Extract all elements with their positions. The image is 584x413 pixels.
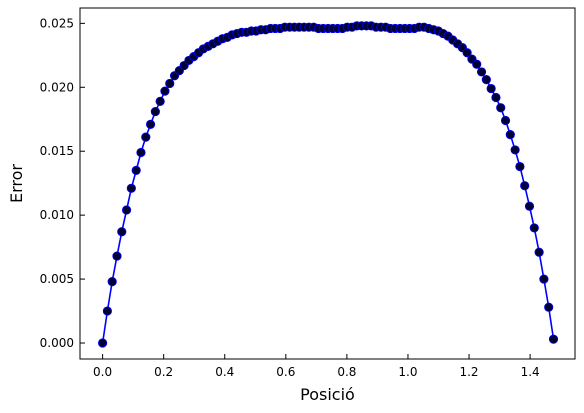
data-point xyxy=(505,129,515,140)
data-point xyxy=(524,201,535,211)
x-tick-label: 0.0 xyxy=(93,365,112,379)
x-tick-label: 1.0 xyxy=(398,365,417,379)
data-point xyxy=(150,106,160,117)
data-point xyxy=(544,302,554,312)
data-point xyxy=(548,334,559,344)
y-tick-label: 0.005 xyxy=(40,272,74,286)
data-point xyxy=(500,115,511,126)
data-point xyxy=(496,103,506,113)
x-tick-label: 1.4 xyxy=(521,365,540,379)
data-point xyxy=(529,223,539,233)
data-point xyxy=(155,96,165,106)
data-point xyxy=(462,48,472,58)
data-point xyxy=(136,147,146,158)
data-point xyxy=(481,75,491,85)
y-tick-label: 0.025 xyxy=(40,16,74,30)
plot-frame xyxy=(79,7,576,360)
data-point xyxy=(131,165,141,175)
data-point xyxy=(121,205,132,215)
data-point xyxy=(510,145,520,155)
data-point xyxy=(141,132,151,142)
series-group xyxy=(98,21,559,348)
data-point xyxy=(117,227,127,237)
data-point xyxy=(98,338,108,348)
data-point xyxy=(145,119,156,129)
y-tick-label: 0.010 xyxy=(40,208,74,222)
data-point xyxy=(515,161,525,172)
data-point xyxy=(160,86,170,96)
data-point xyxy=(112,251,122,261)
data-point xyxy=(472,59,482,69)
y-tick-label: 0.000 xyxy=(40,336,74,350)
data-point xyxy=(520,181,530,191)
x-tick-label: 0.6 xyxy=(276,365,295,379)
data-point xyxy=(486,83,496,94)
data-point xyxy=(102,306,112,316)
data-point xyxy=(534,247,544,257)
data-point xyxy=(165,78,175,89)
data-point xyxy=(491,92,501,103)
y-tick-label: 0.020 xyxy=(40,80,74,94)
y-axis-label: Error xyxy=(7,164,26,203)
data-point xyxy=(476,67,487,77)
data-point xyxy=(126,183,136,193)
x-tick-label: 0.2 xyxy=(154,365,173,379)
data-point xyxy=(539,274,549,284)
y-axis-ticks: 0.000 0.005 0.010 0.015 0.020 0.025 xyxy=(40,16,85,350)
x-axis-ticks: 0.0 0.2 0.4 0.6 0.8 1.0 1.2 1.4 xyxy=(93,354,540,379)
y-tick-label: 0.015 xyxy=(40,144,74,158)
x-tick-label: 1.2 xyxy=(459,365,478,379)
x-axis-label: Posició xyxy=(300,385,355,404)
x-tick-label: 0.8 xyxy=(337,365,356,379)
x-tick-label: 0.4 xyxy=(215,365,234,379)
data-point xyxy=(107,277,117,287)
